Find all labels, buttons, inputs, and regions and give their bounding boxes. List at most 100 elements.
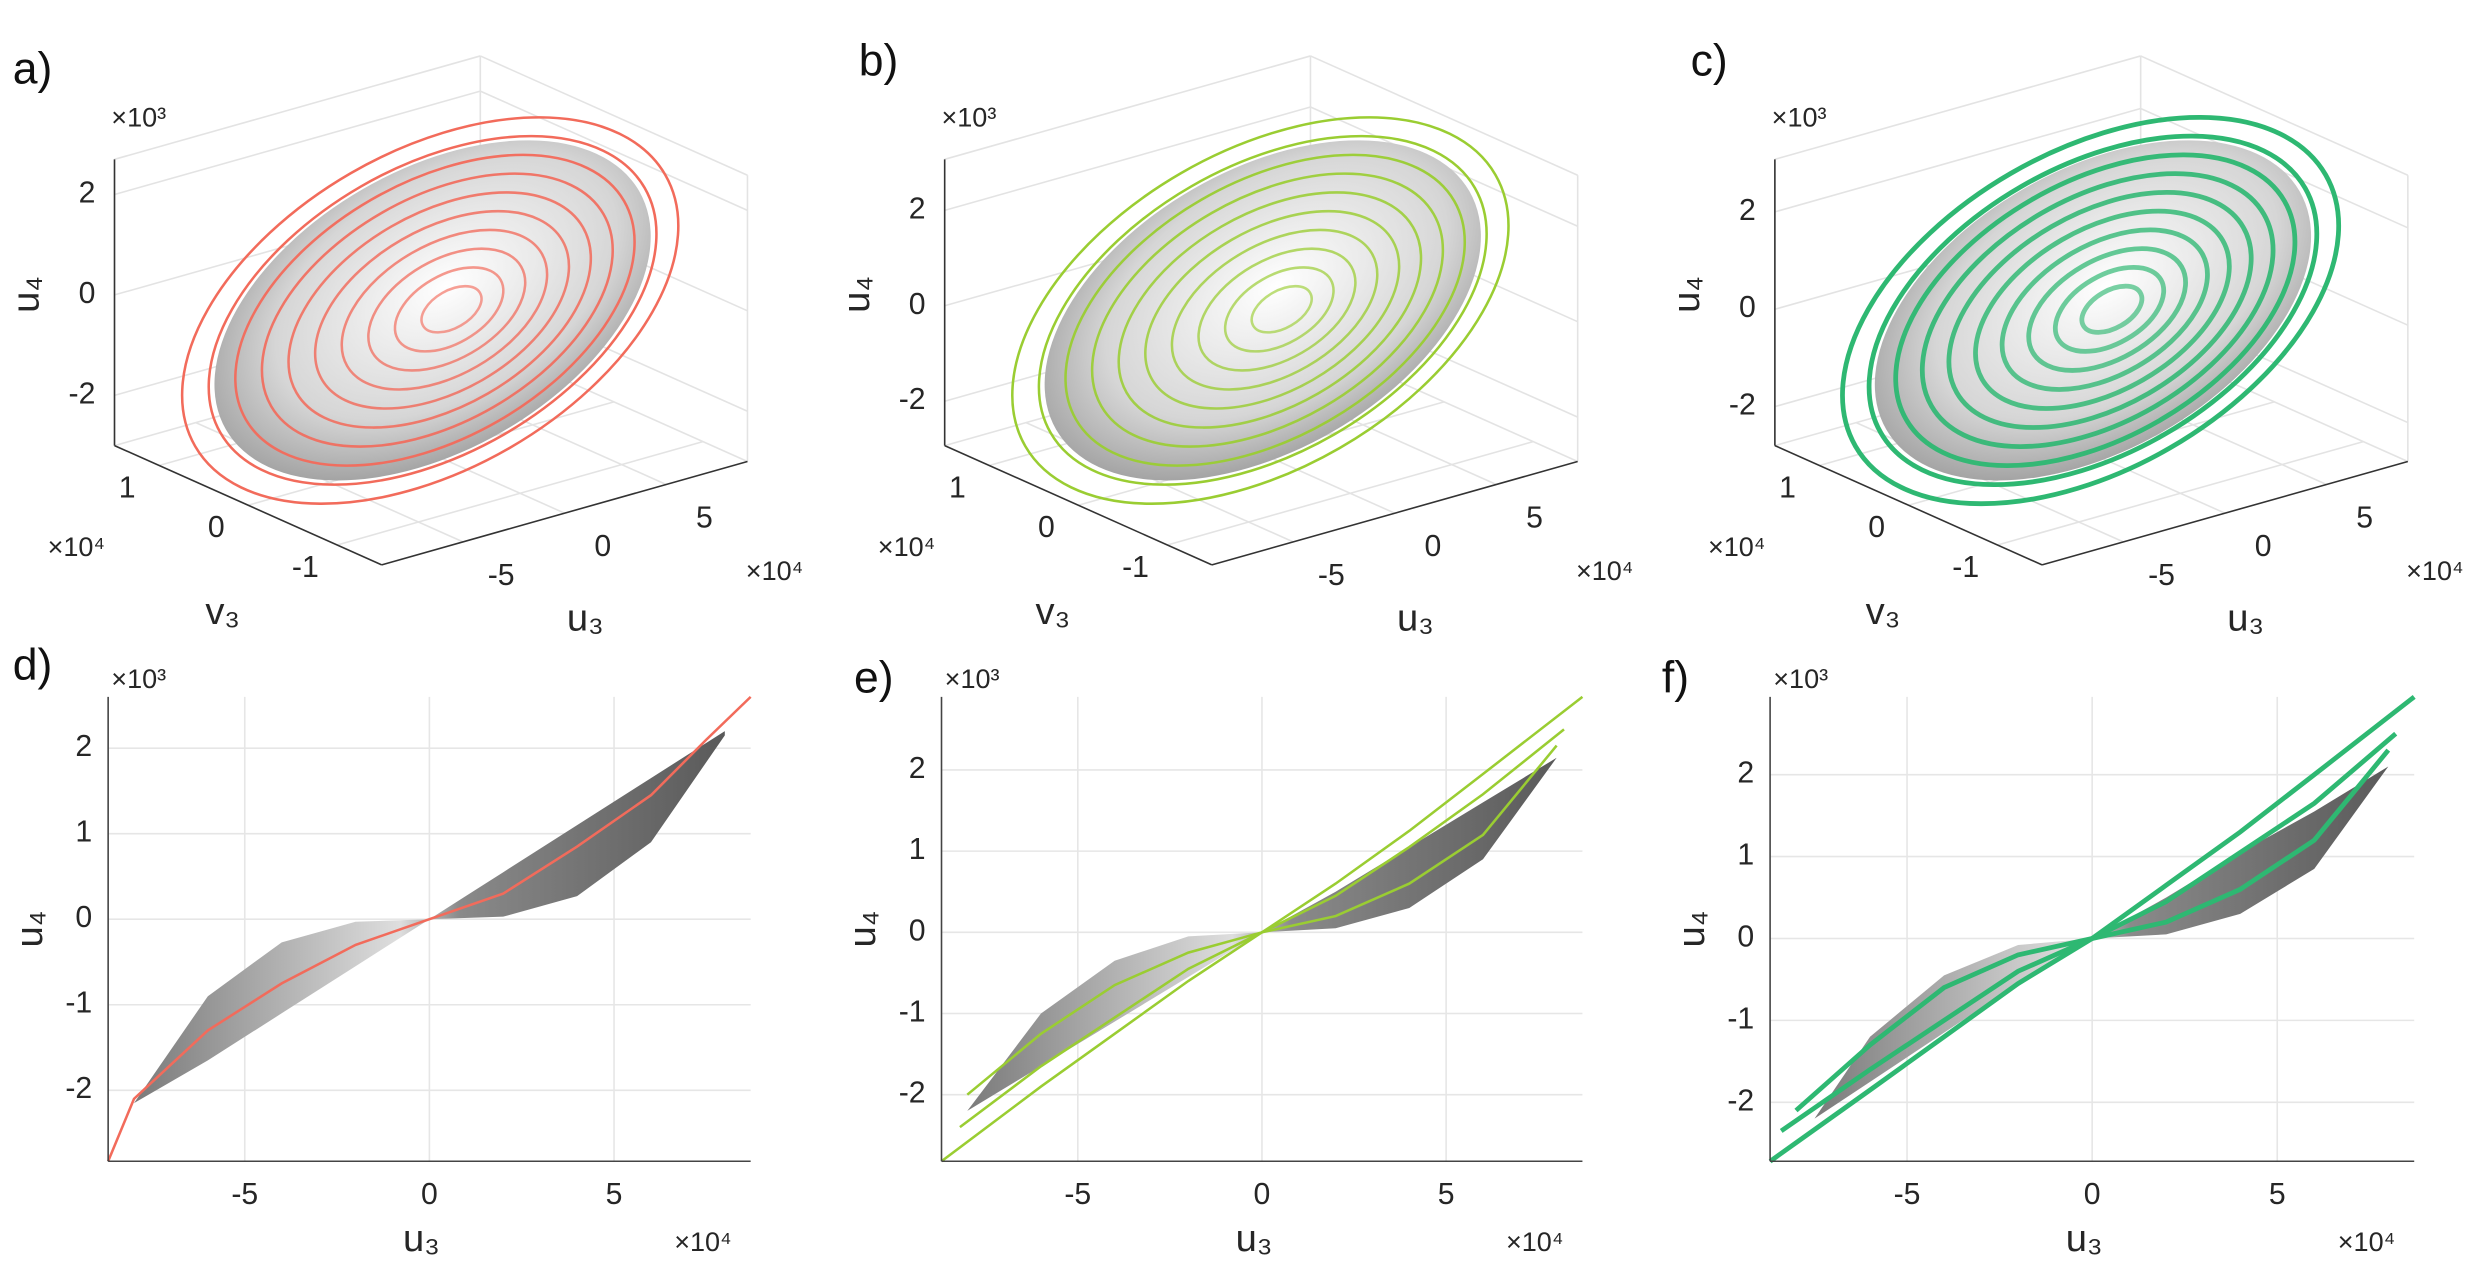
manifold-surface xyxy=(214,140,651,481)
x-tick-label: 5 xyxy=(2356,501,2373,534)
box-edge xyxy=(114,55,481,161)
y-tick-label: -1 xyxy=(1122,551,1149,584)
y-tick-label: -1 xyxy=(899,995,926,1028)
trajectory-line xyxy=(106,695,752,1162)
box-edge xyxy=(2140,55,2409,176)
x-tick-label: 5 xyxy=(606,1178,623,1211)
trajectory-loop xyxy=(287,191,593,429)
y-exponent: ×10⁴ xyxy=(48,532,105,562)
x-axis-label: u₃ xyxy=(403,1217,440,1260)
y-exponent: ×10³ xyxy=(945,664,1000,694)
y-tick-label: 0 xyxy=(1868,511,1885,544)
trajectory-loop xyxy=(367,247,527,372)
trajectory-loop xyxy=(234,153,636,467)
y-axis-label: v₃ xyxy=(205,590,240,633)
manifold-surface xyxy=(133,731,725,1104)
y-tick-label: 0 xyxy=(909,914,926,947)
box-edge xyxy=(1774,55,2141,161)
x-tick-label: 0 xyxy=(1254,1178,1271,1211)
box-edge xyxy=(944,55,1311,161)
trajectory-loop xyxy=(1170,228,1379,391)
trajectory-loop xyxy=(1250,284,1313,334)
x-tick-label: 5 xyxy=(2269,1178,2286,1211)
trajectory-loop xyxy=(1999,227,2210,392)
y-tick-label: 0 xyxy=(1038,511,1055,544)
grid-line xyxy=(944,106,1311,212)
panel-label: b) xyxy=(859,37,899,86)
z-axis-label: u₄ xyxy=(1665,276,1708,313)
grid-line xyxy=(479,90,748,212)
trajectory-loop xyxy=(1117,191,1423,429)
grid-line xyxy=(1167,440,1534,546)
y-axis-label: u₄ xyxy=(841,911,884,948)
y-tick-label: -2 xyxy=(65,1072,92,1105)
y-tick-label: 1 xyxy=(119,471,136,504)
z-exponent: ×10³ xyxy=(942,103,997,133)
x-tick-label: -5 xyxy=(1894,1178,1921,1211)
panel-label: f) xyxy=(1662,654,1689,703)
trajectory-loop xyxy=(1037,134,1488,486)
trajectory-loop xyxy=(260,172,614,448)
z-tick-label: 2 xyxy=(909,192,926,225)
z-tick-label: -2 xyxy=(899,383,926,416)
x-axis-label: u₃ xyxy=(1236,1217,1273,1260)
axis-line xyxy=(944,444,1213,566)
trajectory-loop xyxy=(2026,246,2188,373)
y-tick-label: 2 xyxy=(1737,757,1754,790)
x-exponent: ×10⁴ xyxy=(2338,1227,2395,1257)
z-axis-label: u₄ xyxy=(835,276,878,313)
z-tick-label: 0 xyxy=(1739,291,1756,324)
y-exponent: ×10⁴ xyxy=(1708,532,1765,562)
y-exponent: ×10³ xyxy=(1773,664,1828,694)
x-axis-label: u₃ xyxy=(567,597,604,640)
manifold-surface xyxy=(1814,766,2389,1119)
y-axis-label: u₄ xyxy=(8,911,51,948)
trajectory-loop xyxy=(1946,190,2254,430)
panel-label: c) xyxy=(1691,37,1728,86)
grid-line xyxy=(1774,107,2141,213)
grid-line xyxy=(114,90,481,196)
trajectory-loop xyxy=(1144,209,1401,410)
x-exponent: ×10⁴ xyxy=(1576,556,1633,586)
y-tick-label: 1 xyxy=(909,833,926,866)
trajectory-loop xyxy=(1866,133,2320,488)
z-tick-label: -2 xyxy=(1729,389,1756,422)
trajectory-loop xyxy=(2052,265,2167,354)
x-tick-label: -5 xyxy=(1318,559,1345,592)
y-axis-label: v₃ xyxy=(1866,590,1901,633)
trajectory-line xyxy=(966,744,1558,1096)
axis-line xyxy=(381,460,748,566)
x-axis-label: u₃ xyxy=(2227,597,2264,640)
y-tick-label: -1 xyxy=(65,987,92,1020)
axis-line xyxy=(1211,460,1578,566)
grid-line xyxy=(336,440,704,546)
x-tick-label: 5 xyxy=(1438,1178,1455,1211)
y-tick-label: -2 xyxy=(899,1077,926,1110)
z-exponent: ×10³ xyxy=(1772,103,1827,133)
trajectory-loop xyxy=(1223,266,1335,353)
y-tick-label: -1 xyxy=(1727,1002,1754,1035)
x-tick-label: 5 xyxy=(696,501,713,534)
box-edge xyxy=(479,55,748,176)
z-tick-label: 2 xyxy=(1739,194,1756,227)
z-tick-label: -2 xyxy=(69,377,96,410)
panel-label: d) xyxy=(13,641,53,690)
trajectory-loop xyxy=(2079,283,2145,335)
x-tick-label: 0 xyxy=(2084,1178,2101,1211)
y-tick-label: -1 xyxy=(1952,551,1979,584)
y-tick-label: 1 xyxy=(75,816,92,849)
trajectory-loop xyxy=(1919,171,2276,449)
trajectory-loop xyxy=(207,134,658,486)
y-tick-label: -1 xyxy=(292,551,319,584)
x-tick-label: 0 xyxy=(594,530,611,563)
z-tick-label: 0 xyxy=(79,277,96,310)
trajectory-line xyxy=(1794,748,2391,1113)
trajectory-loop xyxy=(393,266,505,353)
x-exponent: ×10⁴ xyxy=(746,556,803,586)
x-tick-label: 0 xyxy=(2255,530,2272,563)
y-tick-label: -2 xyxy=(1727,1084,1754,1117)
x-axis-label: u₃ xyxy=(2066,1217,2103,1260)
z-tick-label: 2 xyxy=(79,176,96,209)
trajectory-loop xyxy=(1973,208,2232,411)
